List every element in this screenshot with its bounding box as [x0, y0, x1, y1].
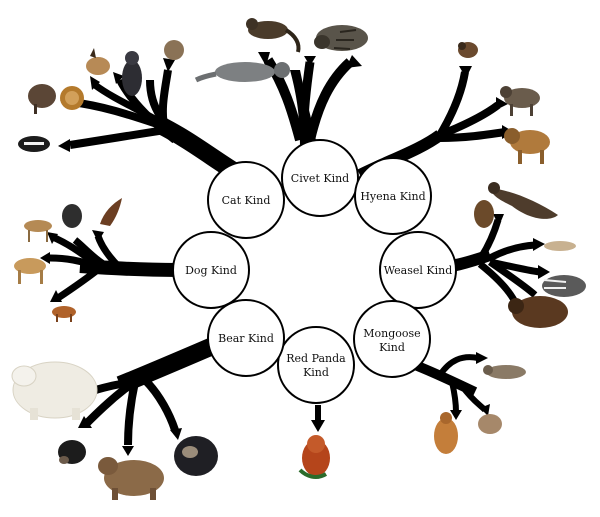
civet-icon — [314, 25, 368, 51]
kind-node-mongoose[interactable]: Mongoose Kind — [353, 300, 431, 378]
kind-node-civet[interactable]: Civet Kind — [281, 139, 359, 217]
black-bear-icon — [58, 440, 86, 464]
kind-node-hyena[interactable]: Hyena Kind — [354, 157, 432, 235]
wolverine-icon — [508, 296, 568, 328]
fox-icon — [52, 306, 76, 322]
civet-branch — [258, 52, 362, 150]
kind-node-weasel[interactable]: Weasel Kind — [379, 231, 457, 309]
kind-label-bear: Bear Kind — [218, 332, 274, 345]
binturong-icon — [194, 62, 290, 83]
kind-label-red-panda-line1: Red Panda — [286, 352, 346, 365]
dingo-icon — [14, 258, 46, 284]
wildcat-icon — [164, 40, 184, 60]
kind-label-civet: Civet Kind — [291, 172, 349, 185]
kind-label-red-panda-line2: Kind — [303, 366, 329, 379]
caracal-icon — [86, 48, 110, 75]
meerkat-icon — [483, 365, 526, 379]
spotted-hyena-icon — [504, 128, 550, 164]
sphynx-cat-icon — [122, 51, 142, 96]
kind-node-bear[interactable]: Bear Kind — [207, 299, 285, 377]
striped-hyena-icon — [500, 86, 540, 116]
badger-icon — [542, 275, 586, 297]
dwarf-mongoose-icon — [478, 414, 502, 434]
civet-cat-icon — [246, 18, 301, 53]
kind-label-dog: Dog Kind — [185, 264, 237, 277]
otter-icon — [488, 182, 558, 219]
kind-circles: Civet Kind Hyena Kind Weasel Kind Mongoo… — [172, 139, 457, 404]
kind-label-cat: Cat Kind — [222, 194, 271, 207]
kind-label-mongoose-line2: Kind — [379, 341, 405, 354]
red-panda-icon — [298, 435, 330, 479]
kind-label-mongoose-line1: Mongoose — [363, 327, 420, 340]
sloth-bear-icon — [174, 436, 218, 476]
dog-branch — [40, 230, 179, 302]
tasmanian-devil-icon — [18, 136, 50, 152]
kind-node-red-panda[interactable]: Red Panda Kind — [277, 326, 355, 404]
kind-node-cat[interactable]: Cat Kind — [207, 161, 285, 239]
howling-wolf-icon — [100, 198, 122, 226]
kind-label-hyena: Hyena Kind — [360, 190, 425, 203]
red-panda-branch — [311, 405, 325, 432]
jackal-icon — [24, 220, 52, 242]
mongoose-branch — [413, 352, 490, 420]
grizzly-bear-icon — [98, 457, 164, 500]
ferret-icon — [544, 241, 576, 251]
wild-dog-icon — [62, 204, 82, 228]
kind-label-weasel: Weasel Kind — [384, 264, 453, 277]
wolf-icon — [28, 84, 56, 114]
branches — [40, 52, 550, 456]
animals — [11, 18, 586, 500]
mongoose-icon — [434, 412, 458, 454]
lion-icon — [60, 86, 84, 110]
mink-icon — [474, 200, 494, 228]
aardwolf-icon — [458, 42, 478, 58]
kind-node-dog[interactable]: Dog Kind — [172, 231, 250, 309]
polar-bear-icon — [11, 361, 98, 420]
